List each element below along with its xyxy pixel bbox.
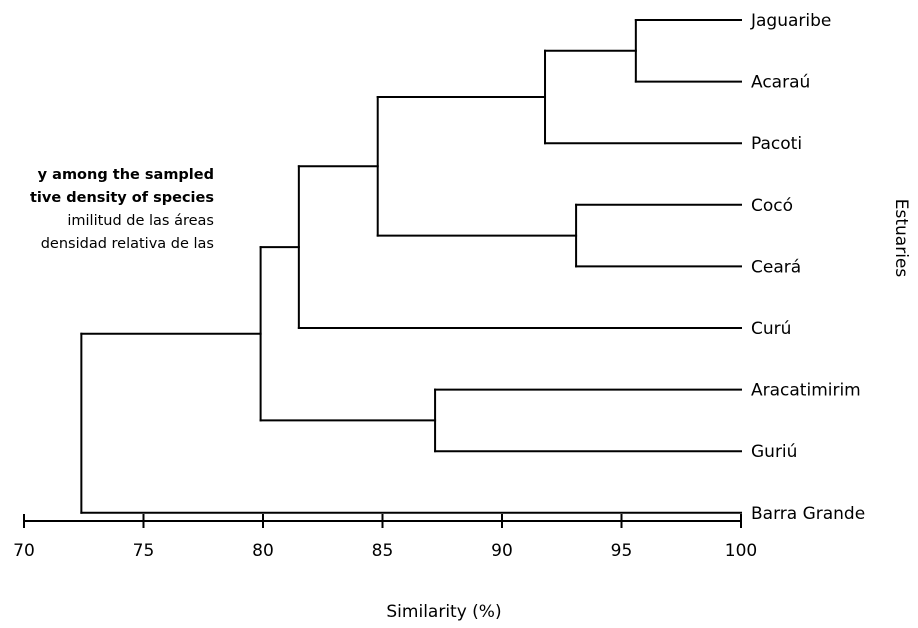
x-tick-label: 70 bbox=[13, 541, 35, 561]
caption-line-2: tive density of species bbox=[30, 190, 214, 206]
caption-line-4: densidad relativa de las bbox=[40, 236, 214, 252]
x-tick-label: 100 bbox=[725, 541, 757, 561]
caption-line-1: y among the sampled bbox=[37, 167, 214, 183]
x-axis: 70 75 80 85 90 95 100 bbox=[13, 514, 757, 561]
x-tick-label: 80 bbox=[252, 541, 274, 561]
leaf-label: Acaraú bbox=[751, 73, 810, 93]
caption-fragment: y among the sampled tive density of spec… bbox=[0, 164, 214, 256]
x-tick-label: 75 bbox=[133, 541, 155, 561]
leaf-label: Curú bbox=[751, 319, 791, 339]
leaf-label: Aracatimirim bbox=[751, 381, 861, 401]
leaf-label: Guriú bbox=[751, 442, 797, 462]
leaf-label: Pacoti bbox=[751, 134, 802, 154]
x-axis-label: Similarity (%) bbox=[386, 602, 501, 622]
leaf-label: Barra Grande bbox=[751, 504, 865, 524]
x-tick-label: 95 bbox=[611, 541, 633, 561]
caption-line-3: imilitud de las áreas bbox=[67, 213, 214, 229]
leaf-label: Cocó bbox=[751, 196, 793, 216]
y-axis-label: Estuaries bbox=[891, 199, 911, 278]
x-tick-label: 90 bbox=[491, 541, 513, 561]
leaf-label: Ceará bbox=[751, 257, 801, 277]
x-tick-label: 85 bbox=[372, 541, 394, 561]
leaf-labels: Jaguaribe Acaraú Pacoti Cocó Ceará Curú Aracat… bbox=[750, 11, 865, 524]
leaf-label: Jaguaribe bbox=[750, 11, 831, 31]
dendrogram-links bbox=[80, 19, 742, 514]
